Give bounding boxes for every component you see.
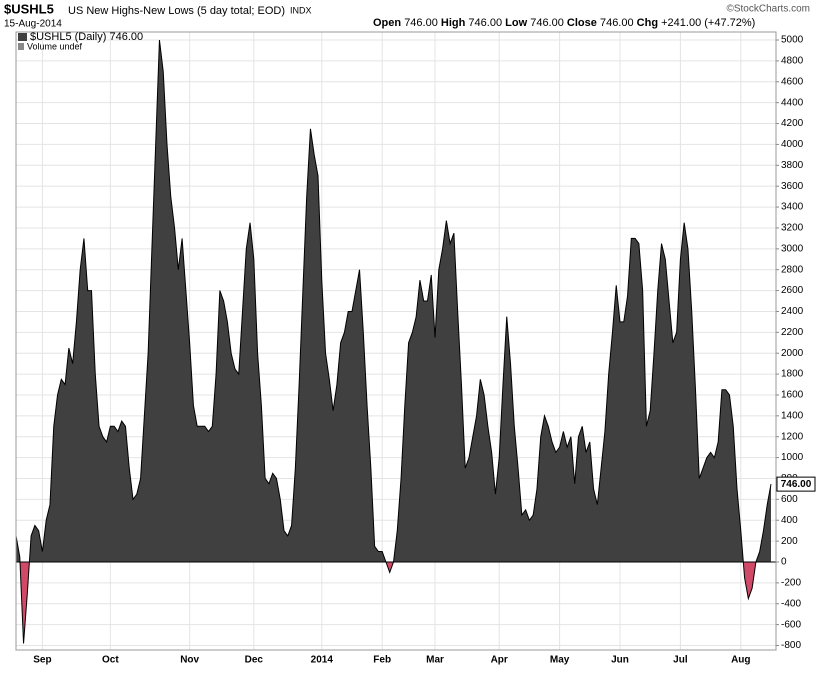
y-tick-label: 200 — [781, 536, 798, 547]
volume-icon — [18, 43, 24, 50]
x-tick-label: 2014 — [311, 655, 334, 666]
quote-label: Open — [373, 17, 401, 29]
y-tick-label: 2200 — [781, 327, 804, 338]
quote-label: Low — [505, 17, 527, 29]
x-tick-label: Apr — [491, 655, 508, 666]
quote-label: High — [441, 17, 466, 29]
y-tick-label: 1400 — [781, 410, 804, 421]
y-tick-label: 1800 — [781, 369, 804, 380]
y-tick-label: 4200 — [781, 118, 804, 129]
x-tick-label: Feb — [373, 655, 391, 666]
y-tick-label: 2000 — [781, 348, 804, 359]
quote-label: Chg — [637, 17, 658, 29]
symbol: $USHL5 — [4, 1, 54, 16]
x-tick-label: Jun — [611, 655, 629, 666]
quote-text: Open 746.00 High 746.00 Low 746.00 Close… — [373, 17, 755, 29]
x-tick-label: Oct — [102, 655, 119, 666]
x-tick-label: Mar — [426, 655, 444, 666]
y-tick-label: 4600 — [781, 76, 804, 87]
y-tick-label: 1000 — [781, 452, 804, 463]
quote: Open 746.00 High 746.00 Low 746.00 Close… — [373, 17, 755, 29]
x-tick-label: Sep — [33, 655, 51, 666]
x-tick-label: May — [550, 655, 570, 666]
y-tick-label: 3400 — [781, 202, 804, 213]
quote-value: 746.00 — [600, 17, 634, 29]
y-tick-label: -200 — [781, 578, 801, 589]
value-label: 746.00 — [781, 479, 812, 490]
y-tick-label: 4400 — [781, 97, 804, 108]
quote-value: 746.00 — [404, 17, 438, 29]
y-tick-label: 400 — [781, 515, 798, 526]
exchange: INDX — [290, 5, 312, 15]
x-tick-label: Aug — [731, 655, 750, 666]
y-tick-label: 600 — [781, 494, 798, 505]
plot-frame — [15, 31, 777, 651]
y-tick-label: 2400 — [781, 306, 804, 317]
y-tick-label: -600 — [781, 619, 801, 630]
y-tick-label: 4800 — [781, 56, 804, 67]
y-tick-label: 1600 — [781, 390, 804, 401]
quote-value: 746.00 — [468, 17, 502, 29]
y-tick-label: 5000 — [781, 35, 804, 46]
area-positive — [16, 40, 771, 562]
quote-label: Close — [567, 17, 597, 29]
date: 15-Aug-2014 — [4, 19, 62, 30]
x-tick-label: Jul — [673, 655, 688, 666]
description: US New Highs-New Lows (5 day total; EOD) — [68, 5, 285, 17]
y-tick-label: 2600 — [781, 285, 804, 296]
y-tick-label: 3000 — [781, 243, 804, 254]
x-tick-label: Nov — [180, 655, 199, 666]
y-tick-label: 3200 — [781, 223, 804, 234]
quote-value: 746.00 — [530, 17, 564, 29]
quote-value: +241.00 (+47.72%) — [661, 17, 755, 29]
y-tick-label: 1200 — [781, 431, 804, 442]
legend-swatch — [18, 33, 27, 41]
line — [15, 39, 772, 644]
y-tick-label: 0 — [781, 557, 787, 568]
y-tick-label: -800 — [781, 640, 801, 651]
y-tick-label: 3600 — [781, 181, 804, 192]
credit: ©StockCharts.com — [726, 4, 810, 15]
x-tick-label: Dec — [245, 655, 264, 666]
y-tick-label: 4000 — [781, 139, 804, 150]
value-label-box — [776, 476, 816, 492]
volume-note: Volume undef — [27, 41, 83, 51]
legend-label: $USHL5 (Daily) 746.00 — [30, 31, 143, 43]
y-tick-label: -400 — [781, 598, 801, 609]
y-tick-label: 2800 — [781, 264, 804, 275]
y-tick-label: 3800 — [781, 160, 804, 171]
